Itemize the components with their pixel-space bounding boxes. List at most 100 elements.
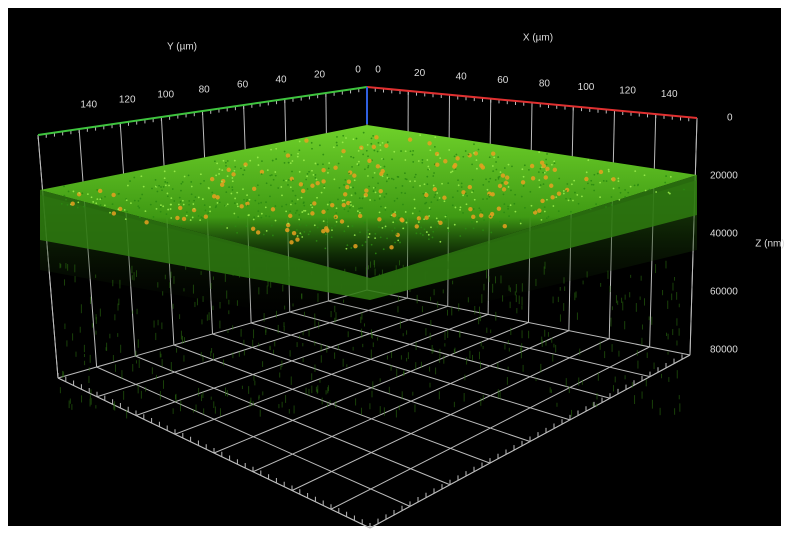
speck bbox=[558, 210, 560, 212]
speck bbox=[175, 216, 179, 220]
speck bbox=[290, 186, 292, 188]
speck bbox=[576, 194, 578, 196]
speck bbox=[590, 180, 592, 182]
speck bbox=[303, 205, 305, 207]
speck bbox=[523, 185, 525, 187]
speck bbox=[158, 185, 160, 187]
speck bbox=[261, 213, 263, 215]
speck bbox=[345, 137, 347, 139]
speck bbox=[286, 153, 290, 157]
speck bbox=[369, 233, 371, 235]
speck bbox=[112, 211, 116, 215]
speck bbox=[608, 171, 610, 173]
x-tick-label: 140 bbox=[661, 89, 678, 100]
speck bbox=[319, 144, 321, 146]
speck bbox=[161, 189, 163, 191]
speck bbox=[495, 161, 497, 163]
y-tick-label: 120 bbox=[119, 95, 136, 106]
speck bbox=[133, 177, 135, 179]
speck bbox=[372, 135, 374, 137]
speck bbox=[443, 159, 447, 163]
speck bbox=[435, 163, 439, 167]
speck bbox=[372, 145, 376, 149]
speck bbox=[377, 217, 381, 221]
speck bbox=[295, 203, 297, 205]
speck bbox=[367, 144, 369, 146]
speck bbox=[480, 209, 482, 211]
speck bbox=[644, 174, 646, 176]
speck bbox=[366, 150, 368, 152]
speck bbox=[354, 192, 356, 194]
speck bbox=[254, 200, 256, 202]
speck bbox=[285, 204, 287, 206]
speck bbox=[445, 219, 447, 221]
speck bbox=[396, 222, 398, 224]
speck bbox=[439, 197, 441, 199]
speck bbox=[184, 176, 186, 178]
speck bbox=[540, 184, 542, 186]
speck bbox=[335, 217, 337, 219]
speck bbox=[268, 216, 270, 218]
speck bbox=[234, 202, 236, 204]
speck bbox=[414, 207, 416, 209]
speck bbox=[452, 170, 454, 172]
speck bbox=[350, 156, 352, 158]
speck bbox=[218, 173, 220, 175]
speck bbox=[545, 159, 547, 161]
speck bbox=[347, 179, 351, 183]
speck bbox=[485, 178, 487, 180]
speck bbox=[182, 217, 186, 221]
speck bbox=[267, 169, 269, 171]
speck bbox=[303, 159, 305, 161]
speck bbox=[620, 192, 622, 194]
speck bbox=[284, 151, 286, 153]
x-tick-label: 40 bbox=[456, 72, 468, 83]
speck bbox=[311, 170, 313, 172]
speck bbox=[546, 217, 548, 219]
speck bbox=[593, 184, 595, 186]
speck bbox=[297, 235, 299, 237]
speck bbox=[459, 235, 461, 237]
speck bbox=[563, 190, 565, 192]
speck bbox=[465, 150, 467, 152]
speck bbox=[164, 181, 166, 183]
speck bbox=[544, 172, 546, 174]
speck bbox=[471, 221, 473, 223]
speck bbox=[353, 157, 355, 159]
speck bbox=[191, 193, 193, 195]
speck bbox=[501, 221, 503, 223]
speck bbox=[258, 194, 260, 196]
speck bbox=[590, 208, 592, 210]
speck bbox=[442, 196, 446, 200]
speck bbox=[78, 192, 80, 194]
speck bbox=[553, 161, 555, 163]
speck bbox=[384, 166, 386, 168]
speck bbox=[455, 154, 457, 156]
speck bbox=[508, 215, 510, 217]
speck bbox=[490, 215, 492, 217]
speck bbox=[274, 205, 276, 207]
speck bbox=[164, 170, 166, 172]
speck bbox=[275, 148, 277, 150]
speck bbox=[138, 200, 140, 202]
speck bbox=[503, 211, 505, 213]
speck bbox=[321, 179, 325, 183]
speck bbox=[160, 186, 162, 188]
speck bbox=[393, 151, 395, 153]
speck bbox=[377, 182, 379, 184]
speck bbox=[366, 233, 368, 235]
speck bbox=[109, 212, 111, 214]
speck bbox=[358, 161, 360, 163]
speck bbox=[528, 169, 530, 171]
speck bbox=[497, 206, 501, 210]
speck bbox=[145, 210, 147, 212]
speck bbox=[156, 191, 158, 193]
speck bbox=[266, 230, 268, 232]
speck bbox=[186, 211, 188, 213]
speck bbox=[326, 220, 328, 222]
speck bbox=[414, 180, 416, 182]
speck bbox=[129, 180, 131, 182]
speck bbox=[230, 193, 232, 195]
speck bbox=[434, 146, 436, 148]
speck bbox=[368, 186, 370, 188]
